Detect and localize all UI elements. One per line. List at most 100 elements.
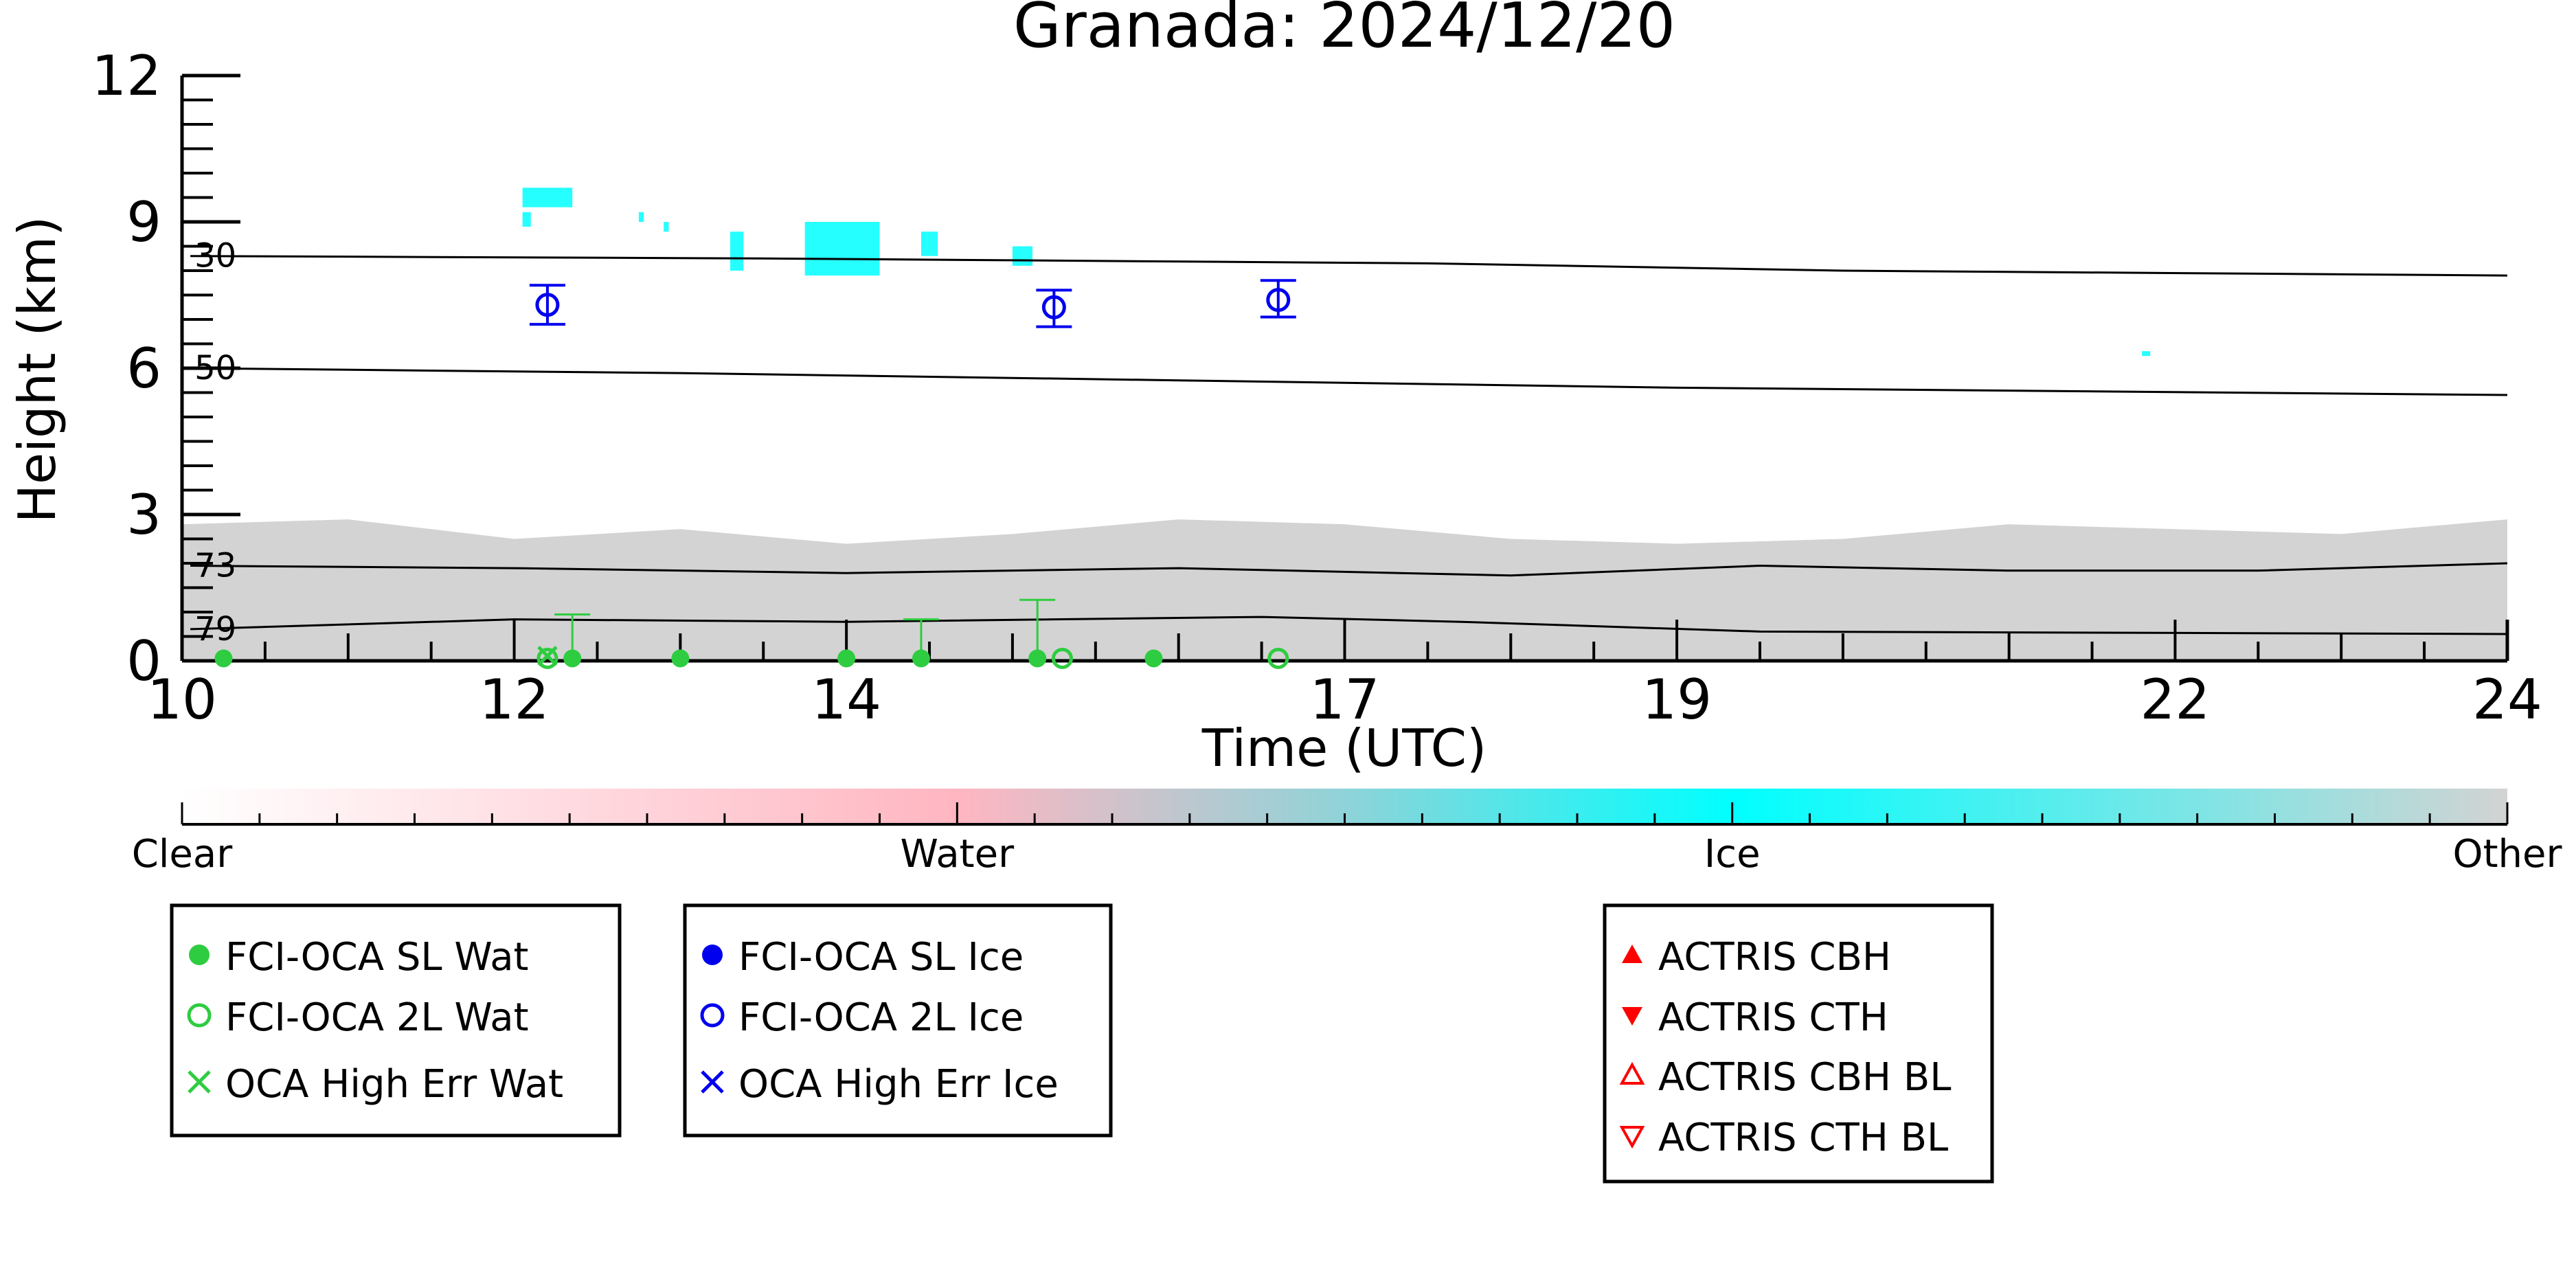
y-tick-label: 12 [91,44,161,108]
contour-line-30 [190,255,2507,277]
data-point [563,649,582,668]
marker-shape [188,1070,211,1094]
legend-frame [170,903,622,1138]
marker-shape [1619,1126,1645,1149]
ice-cloud-patch [920,231,938,256]
data-point [1266,288,1291,313]
y-axis-label: Height (km) [7,216,67,523]
marker-shape [1041,295,1066,319]
marker-shape [536,647,558,669]
legend-marker [187,1003,212,1028]
legend-box-3: ACTRIS CBH ACTRIS CTH ACTRIS CBH BL ACTRIS … [1603,903,1994,1184]
legend-marker [702,945,723,965]
ice-cloud-patch [638,212,644,222]
legend-item: FCI-OCA SL Ice [702,935,1024,980]
legend-marker [1622,945,1642,963]
contour-label-73: 73 [194,547,236,585]
data-point [1051,647,1073,669]
marker-shape [189,945,210,965]
data-point [912,649,930,668]
chart-title: Granada: 2024/12/20 [1013,0,1675,62]
marker-shape [535,293,560,317]
marker-shape [702,945,723,965]
marker-shape [837,649,856,668]
legends: FCI-OCA SL Wat FCI-OCA 2L Wat OCA High Err… [170,903,1994,1184]
legend-marker [1622,1007,1642,1026]
data-point [214,649,233,668]
marker-shape [1619,1061,1645,1085]
legend-item: ACTRIS CBH [1622,935,1891,980]
legend-marker [189,945,210,965]
legend-box-2: FCI-OCA SL Ice FCI-OCA 2L Ice OCA High Err… [683,903,1113,1138]
contour-line-79 [190,615,2507,635]
x-tick-label: 17 [1310,668,1380,732]
contour-line-50 [190,367,2507,396]
legend-label: ACTRIS CBH BL [1658,1055,1951,1100]
contour-label-30: 30 [194,237,236,275]
marker-shape [912,649,930,668]
marker-shape [1028,649,1047,668]
legend-box-1: FCI-OCA SL Wat FCI-OCA 2L Wat OCA High Err… [170,903,622,1138]
x-tick-label: 10 [147,668,217,732]
colorbar-label: Ice [1704,832,1761,877]
x-tick-label: 14 [811,668,881,732]
marker-shape [1266,288,1291,313]
legend-marker [1619,1061,1645,1085]
data-point [837,649,856,668]
colorbar-label: Water [901,832,1015,877]
legend-marker [1619,1126,1645,1149]
colorbar-label: Clear [132,832,233,877]
legend-label: ACTRIS CBH [1658,935,1891,980]
legend-label: FCI-OCA SL Wat [225,935,529,980]
legend-item: ACTRIS CTH [1622,995,1888,1040]
legend-item: FCI-OCA 2L Ice [700,995,1024,1040]
legend-marker [700,1003,725,1028]
legend-item: OCA High Err Wat [188,1062,563,1107]
x-axis-label: Time (UTC) [1201,718,1487,778]
marker-shape [700,1003,725,1028]
marker-shape [187,1003,212,1028]
other-class-layer [182,519,2507,661]
marker-shape [1267,647,1289,669]
marker-shape [1051,647,1073,669]
marker-shape [671,649,690,668]
data-point [1144,649,1163,668]
colorbar: Clear Water Ice Other [132,789,2562,877]
legend-frame [683,903,1113,1138]
legend-marker [188,1070,211,1094]
legend-frame [1603,903,1994,1184]
legend-label: FCI-OCA SL Ice [738,935,1024,980]
data-point [1041,295,1066,319]
legend-label: OCA High Err Ice [738,1062,1059,1107]
marker-shape [563,649,582,668]
y-tick-label: 3 [126,483,161,547]
x-tick-label: 19 [1642,668,1712,732]
marker-shape [1622,945,1642,963]
marker-shape [537,646,558,666]
marker-shape [1622,1007,1642,1026]
data-point [1028,649,1047,668]
data-point [671,649,690,668]
x-tick-label: 22 [2140,668,2211,732]
ice-cloud-patch [664,222,669,232]
legend-label: FCI-OCA 2L Wat [225,995,529,1040]
legend-label: OCA High Err Wat [225,1062,563,1107]
ice-cloud-patch [2142,351,2151,357]
x-tick-label: 12 [479,668,550,732]
legend-label: ACTRIS CTH [1658,995,1888,1040]
marker-shape [214,649,233,668]
ice-cloud-patch [730,231,744,271]
ice-cloud-patch [522,212,531,227]
plot-area [182,188,2507,661]
data-point [536,647,558,669]
legend-item: FCI-OCA 2L Wat [187,995,529,1040]
y-tick-label: 9 [126,190,161,254]
contour-label-79: 79 [194,610,236,648]
legend-label: FCI-OCA 2L Ice [738,995,1024,1040]
y-tick-label: 6 [126,337,161,400]
ice-cloud-patch [804,222,880,276]
legend-item: OCA High Err Ice [701,1062,1059,1107]
x-tick-label: 24 [2472,668,2542,732]
